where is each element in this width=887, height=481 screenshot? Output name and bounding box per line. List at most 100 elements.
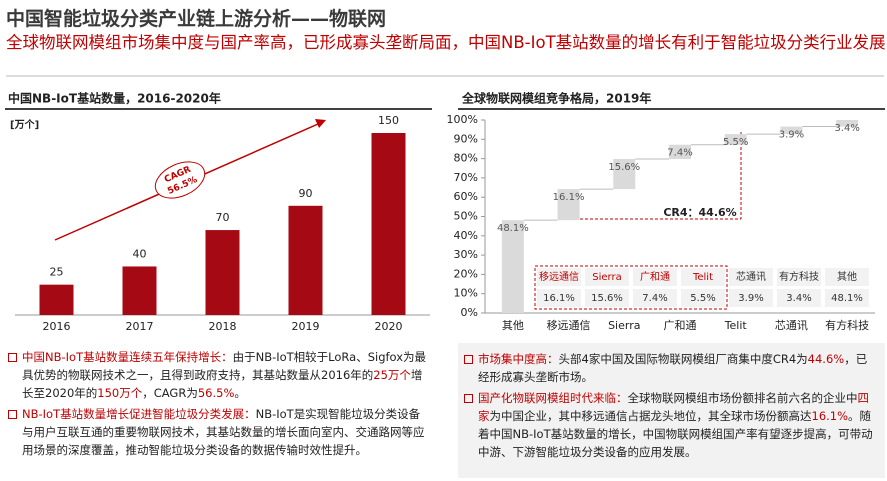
bullet: 国产化物联网模组时代来临：全球物联网模组市场份额排名前六名的企业中四家为中国企业…: [464, 389, 878, 461]
annotation: CR4：44.6%: [663, 206, 736, 219]
y-tick-label: 70%: [454, 171, 478, 184]
bar: [122, 266, 157, 315]
table-text: 芯通讯: [736, 270, 766, 283]
table-text: 15.6%: [591, 293, 623, 304]
notes-bg: [458, 343, 885, 478]
notes: 中国NB-IoT基站数量连续五年保持增长：由于NB-IoT相较于LoRa、Sig…: [8, 348, 428, 462]
value-label: 16.1%: [553, 192, 585, 203]
table-text: 5.5%: [690, 293, 715, 304]
title: 中国智能垃圾分类产业链上游分析——物联网: [6, 8, 387, 30]
note-text: 由于NB-IoT相较于LoRa、Sigfox为最具优势的物联网技术之一，且得到政…: [22, 350, 427, 382]
value-label: 70: [216, 211, 230, 224]
y-tick-label: 0%: [461, 306, 478, 319]
x-tick-label: 2018: [209, 320, 237, 333]
x-tick-label: 其他: [502, 319, 524, 332]
y-tick-label: 90%: [454, 132, 478, 145]
arrow-head: [315, 119, 326, 128]
y-tick-label: 100%: [447, 113, 478, 126]
table-cell: [777, 268, 821, 286]
value-label: 15.6%: [608, 162, 640, 173]
note-text: NB-IoT基站数量增长促进智能垃圾分类发展：: [22, 407, 256, 421]
table-cell: [777, 289, 821, 307]
table-text: Sierra: [592, 272, 621, 283]
table-cell: [537, 268, 581, 286]
note-text: 四家: [478, 391, 869, 423]
bar: [371, 133, 406, 315]
note-text: 150万个: [97, 386, 143, 400]
badge-ellipse: [154, 161, 206, 199]
bullet: 市场集中度高：头部4家中国及国际物联网模组厂商集中度CR4为44.6%，已经形成…: [464, 350, 878, 386]
y-tick-label: 80%: [454, 152, 478, 165]
unit-label: [万个]: [10, 118, 39, 131]
table-cell: [585, 289, 629, 307]
x-tick-label: 2017: [126, 320, 154, 333]
note-text: ，CAGR为: [142, 386, 198, 400]
x-tick-label: Sierra: [608, 319, 640, 332]
note-text: ，已经形成寡头垄断市场。: [478, 352, 868, 384]
y-tick-label: 50%: [454, 210, 478, 223]
x-tick-label: 移远通信: [547, 319, 591, 332]
bar: [557, 189, 580, 221]
bullet: 中国NB-IoT基站数量连续五年保持增长：由于NB-IoT相较于LoRa、Sig…: [8, 348, 428, 402]
note-text: 全球物联网模组市场份额排名前六名的企业中: [627, 391, 858, 405]
table-text: 移远通信: [539, 270, 579, 283]
value-label: 3.4%: [834, 123, 859, 134]
note-text: 国产化物联网模组时代来临：: [478, 391, 628, 405]
value-label: 90: [299, 187, 313, 200]
note-text: 56.5%: [197, 386, 235, 400]
table-text: 有方科技: [779, 270, 819, 283]
table-cell: [585, 268, 629, 286]
bar: [780, 126, 803, 135]
table-cell: [537, 289, 581, 307]
x-tick-label: Telit: [724, 319, 748, 332]
table-cell: [633, 289, 677, 307]
note-text: 。: [234, 386, 246, 400]
y-tick-label: 30%: [454, 248, 478, 261]
bar: [501, 220, 524, 313]
table-text: 广和通: [640, 271, 670, 283]
bullet-marker: [8, 410, 17, 419]
x-tick-label: 2019: [292, 320, 320, 333]
bullet-marker: [464, 394, 473, 403]
table-cell: [633, 268, 677, 286]
table-cell: [825, 289, 869, 307]
bar: [613, 158, 636, 190]
value-label: 5.5%: [723, 137, 748, 148]
value-label: 3.9%: [779, 130, 804, 141]
table-cell: [729, 268, 773, 286]
table-cell: [729, 289, 773, 307]
table-cell: [825, 268, 869, 286]
value-label: 48.1%: [497, 223, 529, 234]
value-label: 40: [133, 247, 147, 260]
bar: [724, 134, 747, 145]
y-tick-label: 20%: [454, 267, 478, 280]
table-text: 3.9%: [738, 293, 763, 304]
note-text: 中国NB-IoT基站数量连续五年保持增长：: [22, 350, 233, 364]
x-tick-label: 有方科技: [825, 318, 869, 332]
bullet-marker: [464, 355, 473, 364]
table-text: 其他: [837, 270, 857, 283]
table-text: 16.1%: [543, 293, 575, 304]
y-tick-label: 60%: [454, 190, 478, 203]
note-text: 头部4家中国及国际物联网模组厂商集中度CR4为: [558, 352, 808, 366]
note-text: 为中国企业，其中移远通信占据龙头地位，其全球市场份额高达: [489, 409, 812, 423]
bar: [836, 120, 859, 127]
x-tick-label: 芯通讯: [775, 318, 808, 332]
note-text: 16.1%: [811, 409, 849, 423]
note-text: 市场集中度高：: [478, 352, 559, 366]
x-tick-label: 广和通: [664, 319, 697, 332]
note-text: 。随着中国NB-IoT基站数量的增长，中国物联网模组国产率有望逐步提高，可带动中…: [478, 409, 873, 459]
bar: [205, 230, 240, 315]
table-cell: [681, 268, 725, 286]
note-text: NB-IoT是实现智能垃圾分类设备与用户互联互通的重要物联网技术，其基站数量的增…: [22, 407, 425, 457]
x-tick-label: 2016: [43, 320, 71, 333]
value-label: 7.4%: [667, 148, 692, 159]
value-label: 150: [378, 114, 399, 127]
note-text: 25万个: [373, 368, 411, 382]
highlight-box: [534, 265, 728, 310]
y-tick-label: 40%: [454, 229, 478, 242]
table-cell: [681, 289, 725, 307]
note-text: 增长至2020年的: [22, 368, 423, 400]
bullet: NB-IoT基站数量增长促进智能垃圾分类发展：NB-IoT是实现智能垃圾分类设备…: [8, 405, 428, 459]
